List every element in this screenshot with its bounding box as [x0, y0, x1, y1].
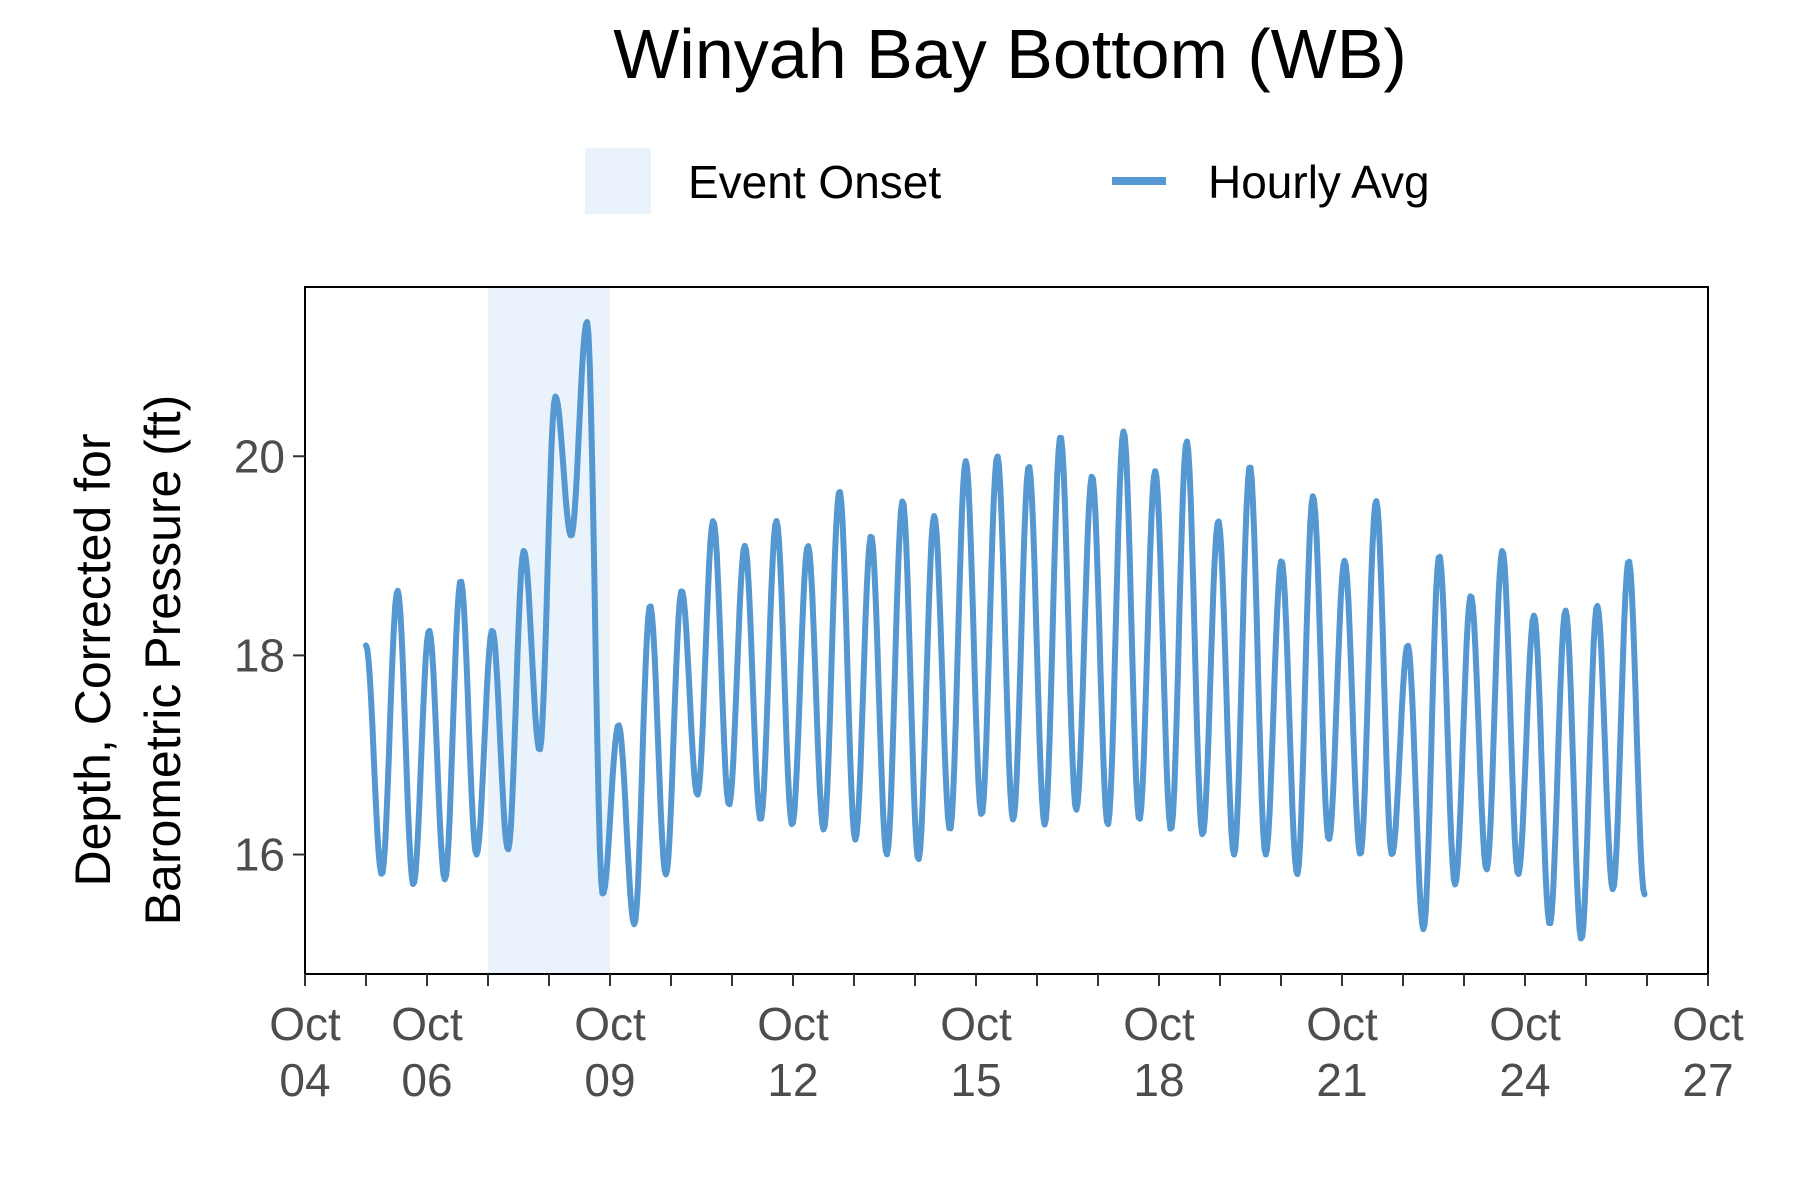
plot-area [304, 286, 1709, 975]
x-tick-label: Oct 27 [1672, 998, 1744, 1106]
y-tick-label: 16 [234, 829, 285, 881]
x-tick-label: Oct 12 [757, 998, 829, 1106]
x-tick-label: Oct 24 [1489, 998, 1561, 1106]
x-tick-label: Oct 21 [1306, 998, 1378, 1106]
y-tick-label: 18 [234, 629, 285, 681]
legend: Event Onset Hourly Avg [585, 148, 1430, 214]
y-axis-title-line-2: Barometric Pressure (ft) [135, 395, 191, 926]
x-tick-label: Oct 09 [574, 998, 646, 1106]
y-axis: 16 18 20 [234, 430, 305, 881]
legend-event-onset-swatch [585, 148, 651, 214]
y-tick-label: 20 [234, 430, 285, 482]
x-tick-label: Oct 06 [391, 998, 463, 1106]
legend-event-onset-label: Event Onset [688, 156, 941, 208]
x-axis: Oct 04 Oct 06 Oct 09 Oct 12 Oct 15 Oct 18 Oct 21 Oct 24… [269, 974, 1744, 1106]
legend-hourly-avg-label: Hourly Avg [1208, 156, 1430, 208]
plot-border [304, 286, 1709, 975]
x-tick-label: Oct 15 [940, 998, 1012, 1106]
chart-title: Winyah Bay Bottom (WB) [613, 15, 1407, 93]
y-axis-title: Depth, Corrected for Barometric Pressure… [65, 395, 191, 926]
x-tick-label: Oct 18 [1123, 998, 1195, 1106]
x-tick-label: Oct 04 [269, 998, 341, 1106]
y-axis-title-line-1: Depth, Corrected for [65, 434, 121, 887]
series-line-hourly-avg [363, 319, 1648, 942]
